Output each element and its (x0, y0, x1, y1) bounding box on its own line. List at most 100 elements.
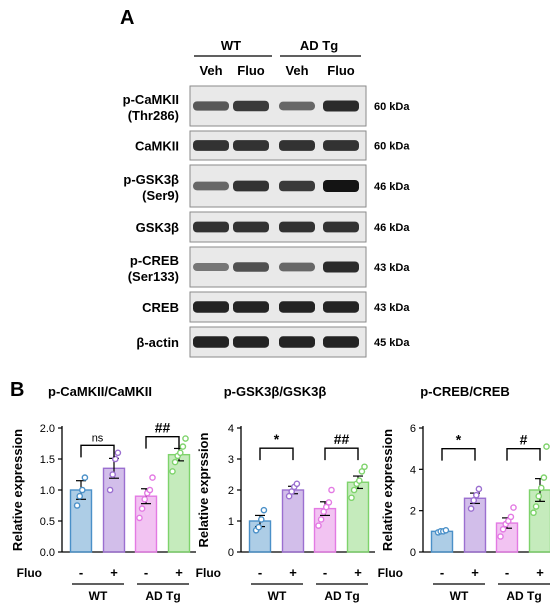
blot-band (323, 140, 359, 151)
y-axis-label: Relative expression (10, 429, 25, 551)
data-point (532, 503, 540, 510)
data-point (361, 463, 368, 471)
data-point (76, 492, 83, 500)
data-point (507, 513, 515, 521)
treatment-label: Fluo (17, 566, 42, 580)
treatment-mark: + (289, 565, 297, 580)
treatment-mark: + (536, 565, 544, 580)
blot-band (233, 180, 269, 192)
data-point (114, 449, 122, 457)
lane-label: Fluo (327, 63, 354, 78)
blot-band (279, 221, 315, 233)
blot-protein-label: CREB (142, 300, 179, 315)
bar (346, 481, 370, 553)
data-point (176, 449, 184, 457)
data-point (355, 477, 363, 485)
data-point (260, 506, 268, 514)
data-point (325, 499, 333, 506)
data-point (475, 485, 483, 493)
blot-band (279, 101, 315, 111)
blot-protein-site: (Thr286) (128, 108, 179, 123)
bar-chart-1: p-CaMKII/CaMKII Relative expression 0.0 0.5… (10, 384, 196, 603)
blot-band (279, 262, 315, 272)
blot-band (323, 180, 359, 192)
y-tick-label: 4 (228, 423, 234, 435)
data-point (141, 495, 148, 503)
blot-size-label: 46 kDa (374, 181, 410, 193)
y-axis-label: Relative exprssion (196, 433, 211, 548)
blot-band (323, 301, 359, 313)
data-point (358, 468, 366, 475)
bar (281, 489, 305, 553)
blot-protein-label: p-CREB (130, 253, 179, 268)
treatment-mark: - (505, 565, 509, 580)
blot-band (233, 100, 269, 112)
data-point (293, 480, 301, 488)
significance-label: # (520, 432, 528, 448)
chart-title: p-GSK3β/GSK3β (224, 384, 327, 399)
blot-row: GSK3β 46 kDa (136, 211, 410, 243)
significance-bracket (324, 447, 359, 461)
significance-label: * (456, 432, 462, 448)
treatment-mark: + (471, 565, 479, 580)
blot-size-label: 45 kDa (374, 337, 410, 349)
blot-band (279, 180, 315, 192)
blot-size-label: 60 kDa (374, 141, 410, 153)
group-label-adtg: AD Tg (300, 38, 338, 53)
group-label: WT (450, 589, 469, 603)
data-point (320, 508, 328, 516)
blot-band (323, 221, 359, 233)
data-point (288, 488, 296, 495)
data-point (171, 458, 179, 466)
data-point (179, 443, 187, 450)
blot-protein-site: (Ser9) (142, 188, 179, 203)
blot-size-label: 43 kDa (374, 302, 410, 314)
data-point (543, 443, 550, 450)
blot-row: p-CREB(Ser133) 43 kDa (128, 246, 410, 288)
blot-protein-label: GSK3β (136, 220, 179, 235)
panel-a-western-blots: A WT AD Tg Veh Fluo Veh Fluo p-CaMKII(Thr286) 6… (120, 7, 410, 358)
data-point (467, 505, 475, 512)
blot-row: p-CaMKII(Thr286) 60 kDa (123, 85, 410, 127)
panel-a-label: A (120, 7, 134, 29)
treatment-mark: - (440, 565, 444, 580)
y-tick-label: 2 (228, 485, 234, 497)
blot-band (323, 100, 359, 112)
chart-title: p-CaMKII/CaMKII (48, 384, 152, 399)
blot-band (233, 221, 269, 233)
treatment-mark: + (354, 565, 362, 580)
data-point (146, 486, 154, 494)
data-point (540, 474, 548, 481)
y-tick-label: 0 (228, 547, 234, 559)
data-point (106, 486, 114, 494)
significance-label: ## (334, 431, 350, 447)
blot-band (279, 140, 315, 151)
chart-title: p-CREB/CREB (420, 384, 510, 399)
blot-band (279, 301, 315, 313)
blot-band (193, 301, 229, 313)
lane-label: Fluo (237, 63, 264, 78)
data-point (136, 514, 143, 522)
data-point (497, 533, 504, 540)
blot-row: CaMKII 60 kDa (135, 130, 410, 161)
data-point (317, 516, 325, 523)
bar (430, 530, 454, 553)
blot-size-label: 43 kDa (374, 262, 410, 274)
data-point (79, 486, 86, 494)
treatment-mark: + (175, 565, 183, 580)
blot-band (233, 301, 269, 313)
blot-band (279, 336, 315, 348)
significance-bracket (441, 447, 476, 461)
blot-size-label: 46 kDa (374, 222, 410, 234)
blot-band (193, 140, 229, 151)
significance-label: ns (92, 432, 104, 444)
blot-band (233, 262, 269, 272)
panel-b-label: B (10, 379, 24, 401)
data-point (73, 502, 81, 509)
blot-band (233, 336, 269, 348)
data-point (535, 492, 543, 500)
bar (102, 467, 126, 553)
group-label: AD Tg (506, 589, 541, 603)
data-point (328, 486, 335, 494)
